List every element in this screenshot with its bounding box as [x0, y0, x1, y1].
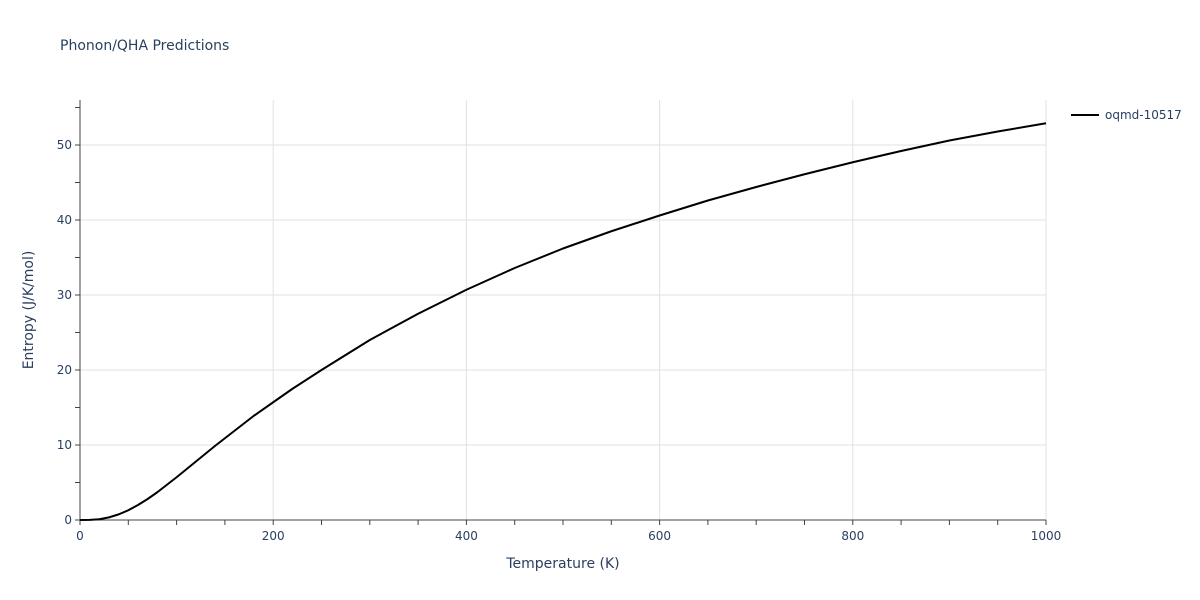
x-tick-label: 1000 — [1031, 529, 1062, 543]
x-tick-label: 600 — [648, 529, 671, 543]
x-tick-label: 400 — [455, 529, 478, 543]
legend[interactable]: oqmd-10517 — [1071, 108, 1182, 122]
y-tick-label: 0 — [64, 513, 72, 527]
series-layer — [79, 122, 1047, 521]
x-tick-label: 0 — [76, 529, 84, 543]
grid-layer — [80, 100, 1047, 520]
axes-layer — [75, 100, 1047, 525]
y-tick-label: 40 — [57, 213, 72, 227]
chart-title: Phonon/QHA Predictions — [60, 38, 229, 54]
y-tick-label: 30 — [57, 288, 72, 302]
x-axis-label: Temperature (K) — [505, 556, 619, 572]
y-tick-label: 50 — [57, 138, 72, 152]
y-tick-label: 20 — [57, 363, 72, 377]
y-tick-label: 10 — [57, 438, 72, 452]
series-line[interactable] — [79, 122, 1047, 521]
x-tick-label: 200 — [262, 529, 285, 543]
tick-labels: 0 200 400 600 800 1000 0 10 20 30 40 50 — [57, 138, 1062, 543]
legend-entry-label: oqmd-10517 — [1105, 108, 1182, 122]
x-tick-label: 800 — [841, 529, 864, 543]
y-axis-label: Entropy (J/K/mol) — [21, 251, 37, 370]
